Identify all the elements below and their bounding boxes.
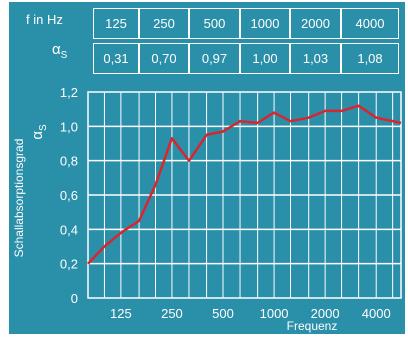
y-axis-symbol: αS	[29, 124, 49, 140]
x-tick-label: 250	[161, 306, 183, 321]
y-tick-label: 0,4	[60, 222, 78, 237]
table-value-cell-1000: 1,00	[240, 43, 290, 74]
y-axis-symbol-sub: S	[38, 124, 49, 131]
table-freq-cell-500: 500	[189, 8, 240, 39]
x-tick-label: 125	[110, 306, 132, 321]
y-axis-label: Schallabsorptionsgrad	[12, 139, 26, 258]
table-freq-cell-1000: 1000	[240, 8, 290, 39]
y-tick-label: 1,2	[60, 85, 78, 100]
table-value-cell-250: 0,70	[139, 43, 189, 74]
y-tick-label: 0,8	[60, 154, 78, 169]
y-tick-label: 1,0	[60, 119, 78, 134]
x-tick-label: 4000	[362, 306, 391, 321]
absorption-curve	[87, 104, 402, 265]
table-freq-cell-2000: 2000	[290, 8, 341, 39]
table-frequency-label: f in Hz	[26, 12, 63, 27]
alpha-subscript: S	[60, 50, 68, 61]
x-tick-label: 500	[212, 306, 234, 321]
table-alpha-label: αS	[52, 41, 67, 61]
grid-lines	[88, 92, 401, 298]
x-tick-labels: 125 250 500 1000 2000 4000	[110, 306, 391, 321]
table-value-cell-500: 0,97	[189, 43, 240, 74]
y-tick-label: 0,2	[60, 257, 78, 272]
y-tick-labels: 0 0,2 0,4 0,6 0,8 1,0 1,2	[60, 85, 78, 306]
table-freq-cell-125: 125	[93, 8, 139, 39]
y-axis-symbol-main: α	[29, 131, 46, 140]
table-freq-cell-4000: 4000	[341, 8, 399, 39]
alpha-symbol: α	[52, 41, 61, 58]
table-value-cell-4000: 1,08	[341, 43, 399, 74]
y-tick-label: 0,6	[60, 188, 78, 203]
table-freq-cell-250: 250	[139, 8, 189, 39]
y-tick-label: 0	[71, 291, 78, 306]
table-value-cell-2000: 1,03	[290, 43, 341, 74]
table-value-cell-125: 0,31	[93, 43, 139, 74]
x-tick-label: 1000	[260, 306, 289, 321]
x-axis-label: Frequenz	[287, 319, 338, 333]
x-tick-label: 2000	[311, 306, 340, 321]
